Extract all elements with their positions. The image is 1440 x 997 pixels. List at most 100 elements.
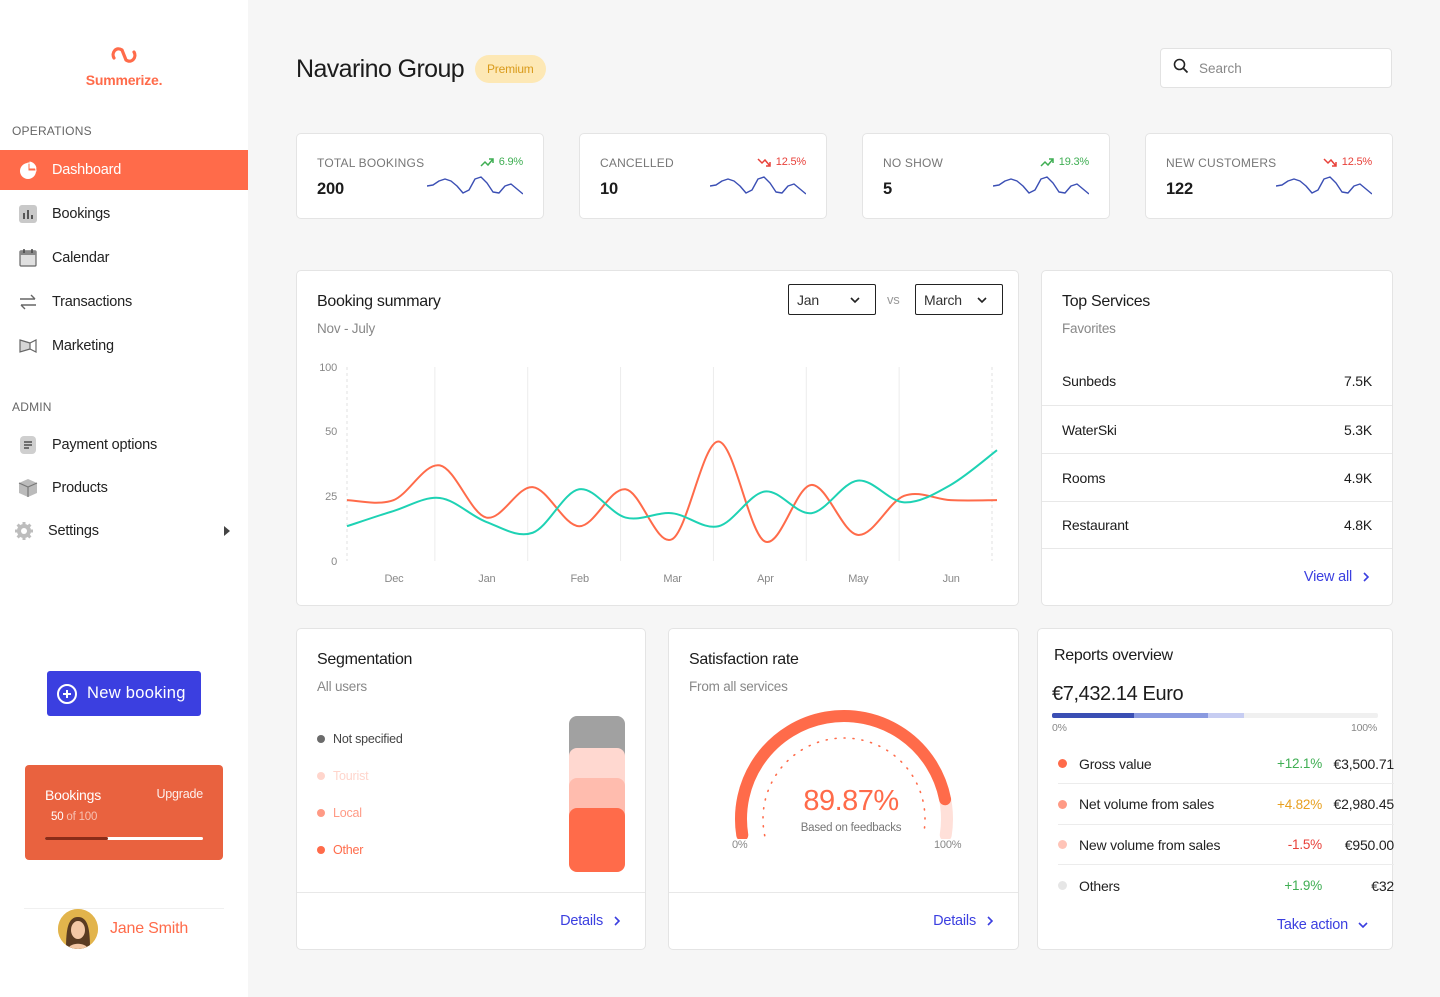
- sidebar-item-label: Transactions: [52, 294, 133, 310]
- satisfaction-caption: Based on feedbacks: [800, 822, 902, 834]
- card-subtitle: All users: [317, 679, 367, 694]
- report-amount: €950.00: [1344, 836, 1394, 853]
- kpi-sparkline: [993, 176, 1089, 195]
- sidebar-item-settings[interactable]: Settings: [0, 511, 248, 551]
- card-title: Reports overview: [1054, 647, 1173, 664]
- x-tick-label: Jan: [478, 573, 495, 585]
- sidebar-item-dashboard[interactable]: Dashboard: [0, 150, 248, 190]
- kpi-card[interactable]: NEW CUSTOMERS 122 12.5%: [1145, 133, 1393, 219]
- list-item: Restaurant 4.8K: [1042, 501, 1392, 549]
- series-line-1: [346, 440, 998, 543]
- report-row[interactable]: Gross value +12.1% €3,500.71: [1058, 744, 1394, 784]
- card-title: Top Services: [1062, 293, 1150, 310]
- report-name: Net volume from sales: [1079, 796, 1215, 812]
- gauge-fill: [735, 710, 952, 839]
- sidebar-item-bookings[interactable]: Bookings: [0, 194, 248, 234]
- list-item: Rooms 4.9K: [1042, 453, 1392, 501]
- card-title: Satisfaction rate: [689, 651, 799, 668]
- avatar[interactable]: [58, 909, 98, 949]
- sidebar-item-label: Settings: [48, 523, 99, 539]
- report-dot: [1058, 799, 1067, 809]
- kpi-value: 122: [1166, 180, 1193, 198]
- section-label-admin: ADMIN: [12, 400, 52, 414]
- kpi-trend: 12.5%: [1323, 156, 1372, 168]
- booking-summary-card: Booking summary Nov - July Jan vs March …: [296, 270, 1019, 606]
- sidebar-item-label: Calendar: [52, 250, 110, 266]
- kpi-label: CANCELLED: [600, 156, 674, 170]
- sidebar-item-transactions[interactable]: Transactions: [0, 282, 248, 322]
- kpi-trend: 12.5%: [757, 156, 806, 168]
- usage-progress-bar: [45, 837, 203, 840]
- y-tick-label: 25: [325, 491, 337, 503]
- details-link[interactable]: Details: [933, 913, 994, 929]
- report-change: -1.5%: [1287, 837, 1322, 852]
- x-tick-label: Dec: [385, 573, 405, 585]
- sidebar-item-label: Dashboard: [52, 162, 122, 178]
- new-booking-label: New booking: [87, 684, 186, 702]
- megaphone-icon: [18, 336, 38, 356]
- x-tick-label: Mar: [663, 573, 682, 585]
- report-name: New volume from sales: [1079, 836, 1221, 853]
- y-tick-label: 100: [319, 362, 337, 374]
- bookings-usage-card: Bookings Upgrade 50 of 100: [25, 765, 223, 860]
- sidebar-item-label: Marketing: [52, 338, 114, 354]
- report-name: Others: [1079, 877, 1120, 894]
- report-row[interactable]: Net volume from sales +4.82% €2,980.45: [1058, 785, 1394, 825]
- details-link[interactable]: Details: [560, 913, 621, 929]
- report-row[interactable]: New volume from sales -1.5% €950.00: [1058, 825, 1394, 865]
- vs-label: vs: [887, 292, 900, 307]
- bar-chart-icon: [18, 204, 38, 224]
- kpi-card[interactable]: NO SHOW 5 19.3%: [862, 133, 1110, 219]
- month-from-select[interactable]: Jan: [788, 284, 876, 315]
- document-list-icon: [18, 435, 38, 455]
- x-tick-label: Jun: [943, 573, 960, 585]
- sidebar-item-products[interactable]: Products: [0, 468, 248, 508]
- sidebar-item-label: Products: [52, 480, 108, 496]
- list-item: WaterSki 5.3K: [1042, 405, 1392, 453]
- kpi-card[interactable]: TOTAL BOOKINGS 200 6.9%: [296, 133, 544, 219]
- calendar-icon: [18, 248, 38, 268]
- view-all-link[interactable]: View all: [1304, 569, 1370, 585]
- box-icon: [18, 478, 38, 498]
- progress-segment: [1052, 713, 1134, 718]
- section-label-operations: OPERATIONS: [12, 124, 92, 138]
- legend-dot: [317, 772, 325, 780]
- legend-item: Other: [317, 843, 363, 857]
- brand-logo-icon: [111, 47, 137, 63]
- search-input[interactable]: [1199, 60, 1379, 76]
- reports-progress-bar: [1052, 713, 1378, 718]
- brand-name: Summerize.: [85, 72, 163, 88]
- legend-item: Local: [317, 806, 362, 820]
- sidebar-item-marketing[interactable]: Marketing: [0, 326, 248, 366]
- pie-chart-icon: [18, 160, 38, 180]
- trend-up-icon: [1040, 157, 1054, 167]
- chevron-right-icon: [224, 526, 230, 536]
- sidebar-item-payment-options[interactable]: Payment options: [0, 425, 248, 465]
- take-action-link[interactable]: Take action: [1277, 917, 1368, 933]
- search-box[interactable]: [1160, 48, 1392, 88]
- transfer-arrows-icon: [18, 292, 38, 312]
- upgrade-link[interactable]: Upgrade: [156, 787, 203, 801]
- satisfaction-gauge: [735, 710, 953, 839]
- report-row[interactable]: Others +1.9% €32: [1058, 866, 1394, 906]
- progress-max-label: 100%: [1350, 722, 1377, 734]
- kpi-label: TOTAL BOOKINGS: [317, 156, 425, 170]
- report-dot: [1058, 840, 1067, 849]
- x-tick-label: Feb: [571, 573, 589, 585]
- chevron-down-icon: [977, 297, 987, 304]
- kpi-card[interactable]: CANCELLED 10 12.5%: [579, 133, 827, 219]
- report-amount: €2,980.45: [1333, 796, 1395, 812]
- select-value: March: [924, 291, 962, 308]
- top-services-card: Top Services Favorites Sunbeds 7.5K Water…: [1041, 270, 1393, 606]
- progress-segment: [1208, 713, 1244, 718]
- chevron-down-icon: [850, 297, 860, 304]
- chevron-down-icon: [1358, 922, 1368, 929]
- month-to-select[interactable]: March: [915, 284, 1003, 315]
- user-name[interactable]: Jane Smith: [110, 920, 189, 937]
- new-booking-button[interactable]: New booking: [47, 671, 201, 716]
- trend-down-icon: [1323, 157, 1337, 167]
- legend-dot: [317, 735, 325, 743]
- kpi-sparkline: [427, 176, 523, 195]
- sidebar-item-calendar[interactable]: Calendar: [0, 238, 248, 278]
- report-change: +4.82%: [1277, 796, 1322, 812]
